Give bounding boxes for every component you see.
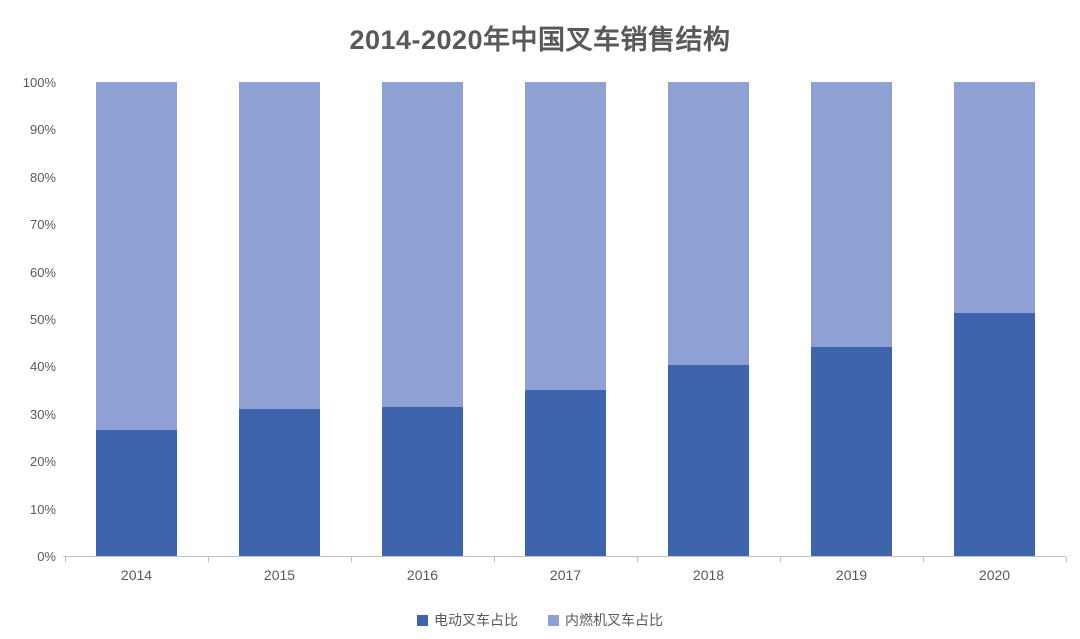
y-axis-tick-label: 60% [29, 264, 56, 280]
y-axis-tick-label: 10% [29, 501, 56, 517]
y-axis-tick-label: 40% [29, 359, 56, 375]
x-axis-tick-mark [637, 557, 638, 562]
bar-segment-电动叉车占比 [954, 312, 1035, 556]
x-axis-tick-mark [351, 557, 352, 562]
bar-2020 [954, 82, 1035, 556]
x-axis-tick-label: 2017 [549, 567, 582, 583]
legend: 电动叉车占比 内燃机叉车占比 [0, 610, 1080, 630]
x-axis-tick-mark [923, 557, 924, 562]
bar-segment-电动叉车占比 [668, 364, 749, 556]
bar-segment-内燃机叉车占比 [525, 82, 606, 391]
bar-segment-电动叉车占比 [96, 430, 177, 556]
y-axis-tick-label: 0% [37, 549, 56, 564]
bar-segment-电动叉车占比 [382, 406, 463, 556]
x-axis-tick-mark [494, 557, 495, 562]
legend-item-电动叉车占比: 电动叉车占比 [417, 610, 518, 630]
legend-swatch-icon [548, 614, 559, 626]
x-axis-tick-mark [65, 557, 66, 562]
bar-segment-电动叉车占比 [525, 390, 606, 556]
y-axis-tick-label: 50% [29, 312, 56, 327]
bar-2015 [239, 82, 320, 556]
chart-title: 2014-2020年中国叉车销售结构 [349, 25, 731, 55]
legend-label: 电动叉车占比 [434, 612, 518, 628]
bar-segment-内燃机叉车占比 [668, 82, 749, 365]
bar-2014 [96, 82, 177, 556]
y-axis-tick-label: 20% [29, 454, 56, 470]
legend-label: 内燃机叉车占比 [565, 612, 663, 628]
x-axis-line [63, 556, 1066, 557]
bar-segment-内燃机叉车占比 [811, 82, 892, 348]
x-axis-tick-label: 2014 [120, 567, 153, 583]
y-axis-tick-label: 30% [29, 406, 56, 422]
legend-swatch-icon [417, 614, 428, 626]
x-axis-tick-label: 2018 [692, 567, 725, 583]
x-axis-tick-label: 2019 [835, 567, 868, 583]
bar-segment-电动叉车占比 [811, 347, 892, 556]
x-axis-tick-mark [1066, 557, 1067, 562]
bar-2016 [382, 82, 463, 556]
x-axis-tick-label: 2020 [978, 567, 1011, 583]
bar-segment-电动叉车占比 [239, 409, 320, 556]
x-axis-tick-mark [208, 557, 209, 562]
bar-2019 [811, 82, 892, 556]
bar-2018 [668, 82, 749, 556]
bar-segment-内燃机叉车占比 [954, 82, 1035, 313]
legend-item-内燃机叉车占比: 内燃机叉车占比 [548, 610, 663, 630]
y-axis-tick-label: 80% [29, 169, 56, 185]
bar-segment-内燃机叉车占比 [96, 82, 177, 431]
y-axis-tick-label: 70% [29, 217, 56, 233]
y-axis-tick-label: 90% [29, 122, 56, 138]
x-axis-tick-label: 2015 [263, 567, 296, 583]
x-axis-tick-mark [780, 557, 781, 562]
bar-2017 [525, 82, 606, 556]
bar-segment-内燃机叉车占比 [382, 82, 463, 407]
x-axis-tick-label: 2016 [406, 567, 439, 583]
y-axis-tick-label: 100% [22, 75, 56, 90]
bar-segment-内燃机叉车占比 [239, 82, 320, 410]
